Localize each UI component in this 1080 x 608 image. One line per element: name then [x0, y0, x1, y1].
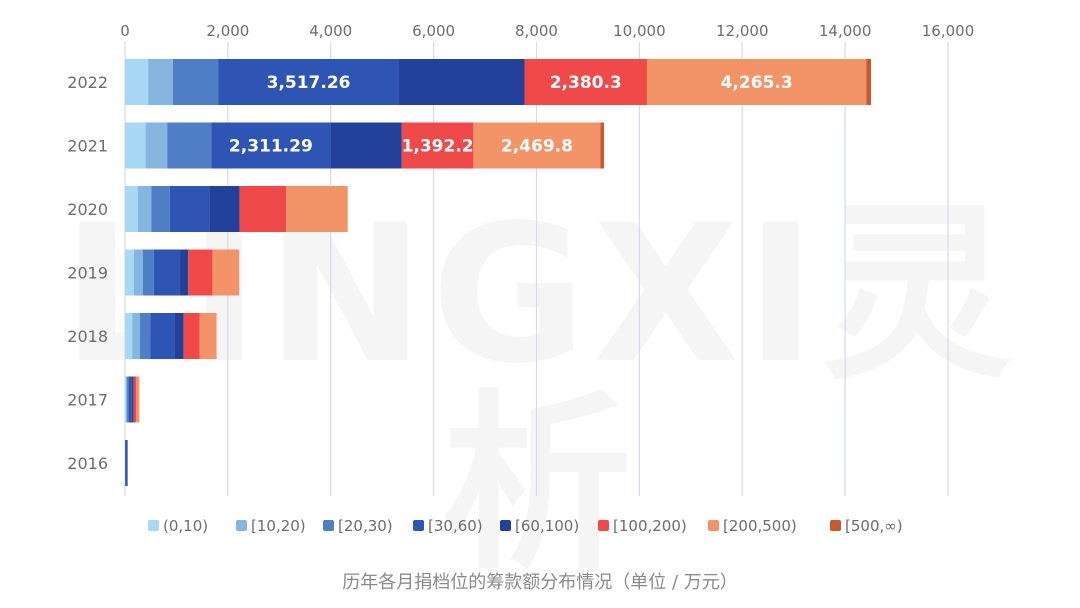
legend-swatch [236, 520, 247, 531]
bar-segment [125, 376, 127, 423]
chart-caption: 历年各月捐档位的筹款额分布情况（单位 / 万元） [342, 572, 738, 593]
legend-swatch [830, 520, 841, 531]
bar-segment [524, 59, 647, 105]
legend-swatch [598, 520, 609, 531]
y-axis-categories: 2022 2021 2020 2019 2018 2017 2016 [67, 73, 108, 473]
data-label: 2,469.8 [501, 137, 573, 157]
bar-segment [128, 376, 132, 423]
bar-segment [125, 122, 146, 169]
bar-segment [133, 249, 144, 296]
x-tick-label: 0 [120, 22, 130, 40]
bar-segment [139, 313, 151, 359]
bar-segment [172, 59, 219, 105]
x-tick-label: 4,000 [309, 22, 352, 40]
bar-segment [150, 313, 175, 359]
bar-segment [151, 186, 170, 232]
legend-swatch [148, 520, 159, 531]
bar-segment [143, 249, 154, 296]
x-tick-label: 2,000 [206, 22, 249, 40]
legend-label: [100,200) [613, 517, 687, 535]
category-label: 2021 [67, 137, 108, 156]
category-label: 2019 [67, 264, 108, 283]
bar-segment [127, 376, 129, 423]
bar-segment [131, 376, 134, 423]
category-label: 2016 [67, 454, 108, 473]
bar-segment [125, 186, 138, 232]
legend-swatch [413, 520, 424, 531]
bar-layer [125, 59, 871, 486]
bar-segment [199, 313, 217, 359]
bar-segment [125, 313, 133, 359]
bar-segment [125, 440, 126, 486]
bar-segment [136, 376, 140, 423]
bar-segment [153, 249, 181, 296]
bar-segment [133, 376, 137, 423]
legend-swatch [708, 520, 719, 531]
category-label: 2022 [67, 73, 108, 92]
bar-segment [137, 186, 152, 232]
x-tick-label: 10,000 [613, 22, 666, 40]
bar-segment [169, 186, 210, 232]
bar-segment [866, 59, 871, 105]
legend-swatch [500, 520, 511, 531]
bar-segment [167, 122, 212, 169]
data-label: 4,265.3 [721, 73, 793, 93]
category-label: 2020 [67, 200, 108, 219]
legend-label: [500,∞) [845, 517, 903, 535]
bar-segment [212, 249, 240, 296]
bar-segment [188, 249, 213, 296]
bar-segment [183, 313, 200, 359]
legend-label: [200,500) [723, 517, 797, 535]
bar-segment [126, 440, 128, 486]
bar-segment [174, 313, 184, 359]
bar-segment [401, 122, 474, 169]
bar-segment [145, 122, 168, 169]
bar-segment [218, 59, 400, 105]
data-label: 1,392.2 [402, 137, 474, 157]
legend-label: [60,100) [515, 517, 579, 535]
legend-label: [30,60) [428, 517, 483, 535]
x-tick-label: 14,000 [819, 22, 872, 40]
bar-segment [646, 59, 867, 105]
legend-label: (0,10) [163, 517, 208, 535]
legend-label: [20,30) [338, 517, 393, 535]
bar-segment [239, 186, 286, 232]
bar-segment [180, 249, 189, 296]
bar-segment [126, 376, 128, 423]
category-label: 2018 [67, 327, 108, 346]
bar-segment [125, 249, 134, 296]
bar-segment [148, 59, 173, 105]
legend: (0,10) [10,20) [20,30) [30,60) [60,100) [100,… [148, 517, 903, 535]
bar-segment [209, 186, 240, 232]
x-axis-ticks: 0 2,000 4,000 6,000 8,000 10,000 12,000 14,000 1… [120, 22, 974, 40]
x-tick-label: 12,000 [716, 22, 769, 40]
data-label: 3,517.26 [267, 73, 351, 93]
category-label: 2017 [67, 391, 108, 410]
bar-segment [125, 440, 127, 486]
bar-segment [600, 122, 605, 169]
data-label: 2,380.3 [550, 73, 622, 93]
legend-label: [10,20) [251, 517, 306, 535]
bar-segment [473, 122, 601, 169]
bar-segment [330, 122, 402, 169]
bar-segment [132, 313, 140, 359]
data-label: 2,311.29 [229, 137, 313, 157]
grid-layer [124, 42, 949, 496]
data-label-layer: 3,517.26 2,380.3 4,265.3 2,311.29 1,392.2 2,4… [229, 73, 793, 157]
legend-swatch [323, 520, 334, 531]
x-tick-label: 8,000 [515, 22, 558, 40]
bar-segment [399, 59, 525, 105]
bar-segment [211, 122, 331, 169]
x-tick-label: 6,000 [412, 22, 455, 40]
bar-segment [285, 186, 348, 232]
x-tick-label: 16,000 [922, 22, 975, 40]
bar-segment [125, 59, 149, 105]
